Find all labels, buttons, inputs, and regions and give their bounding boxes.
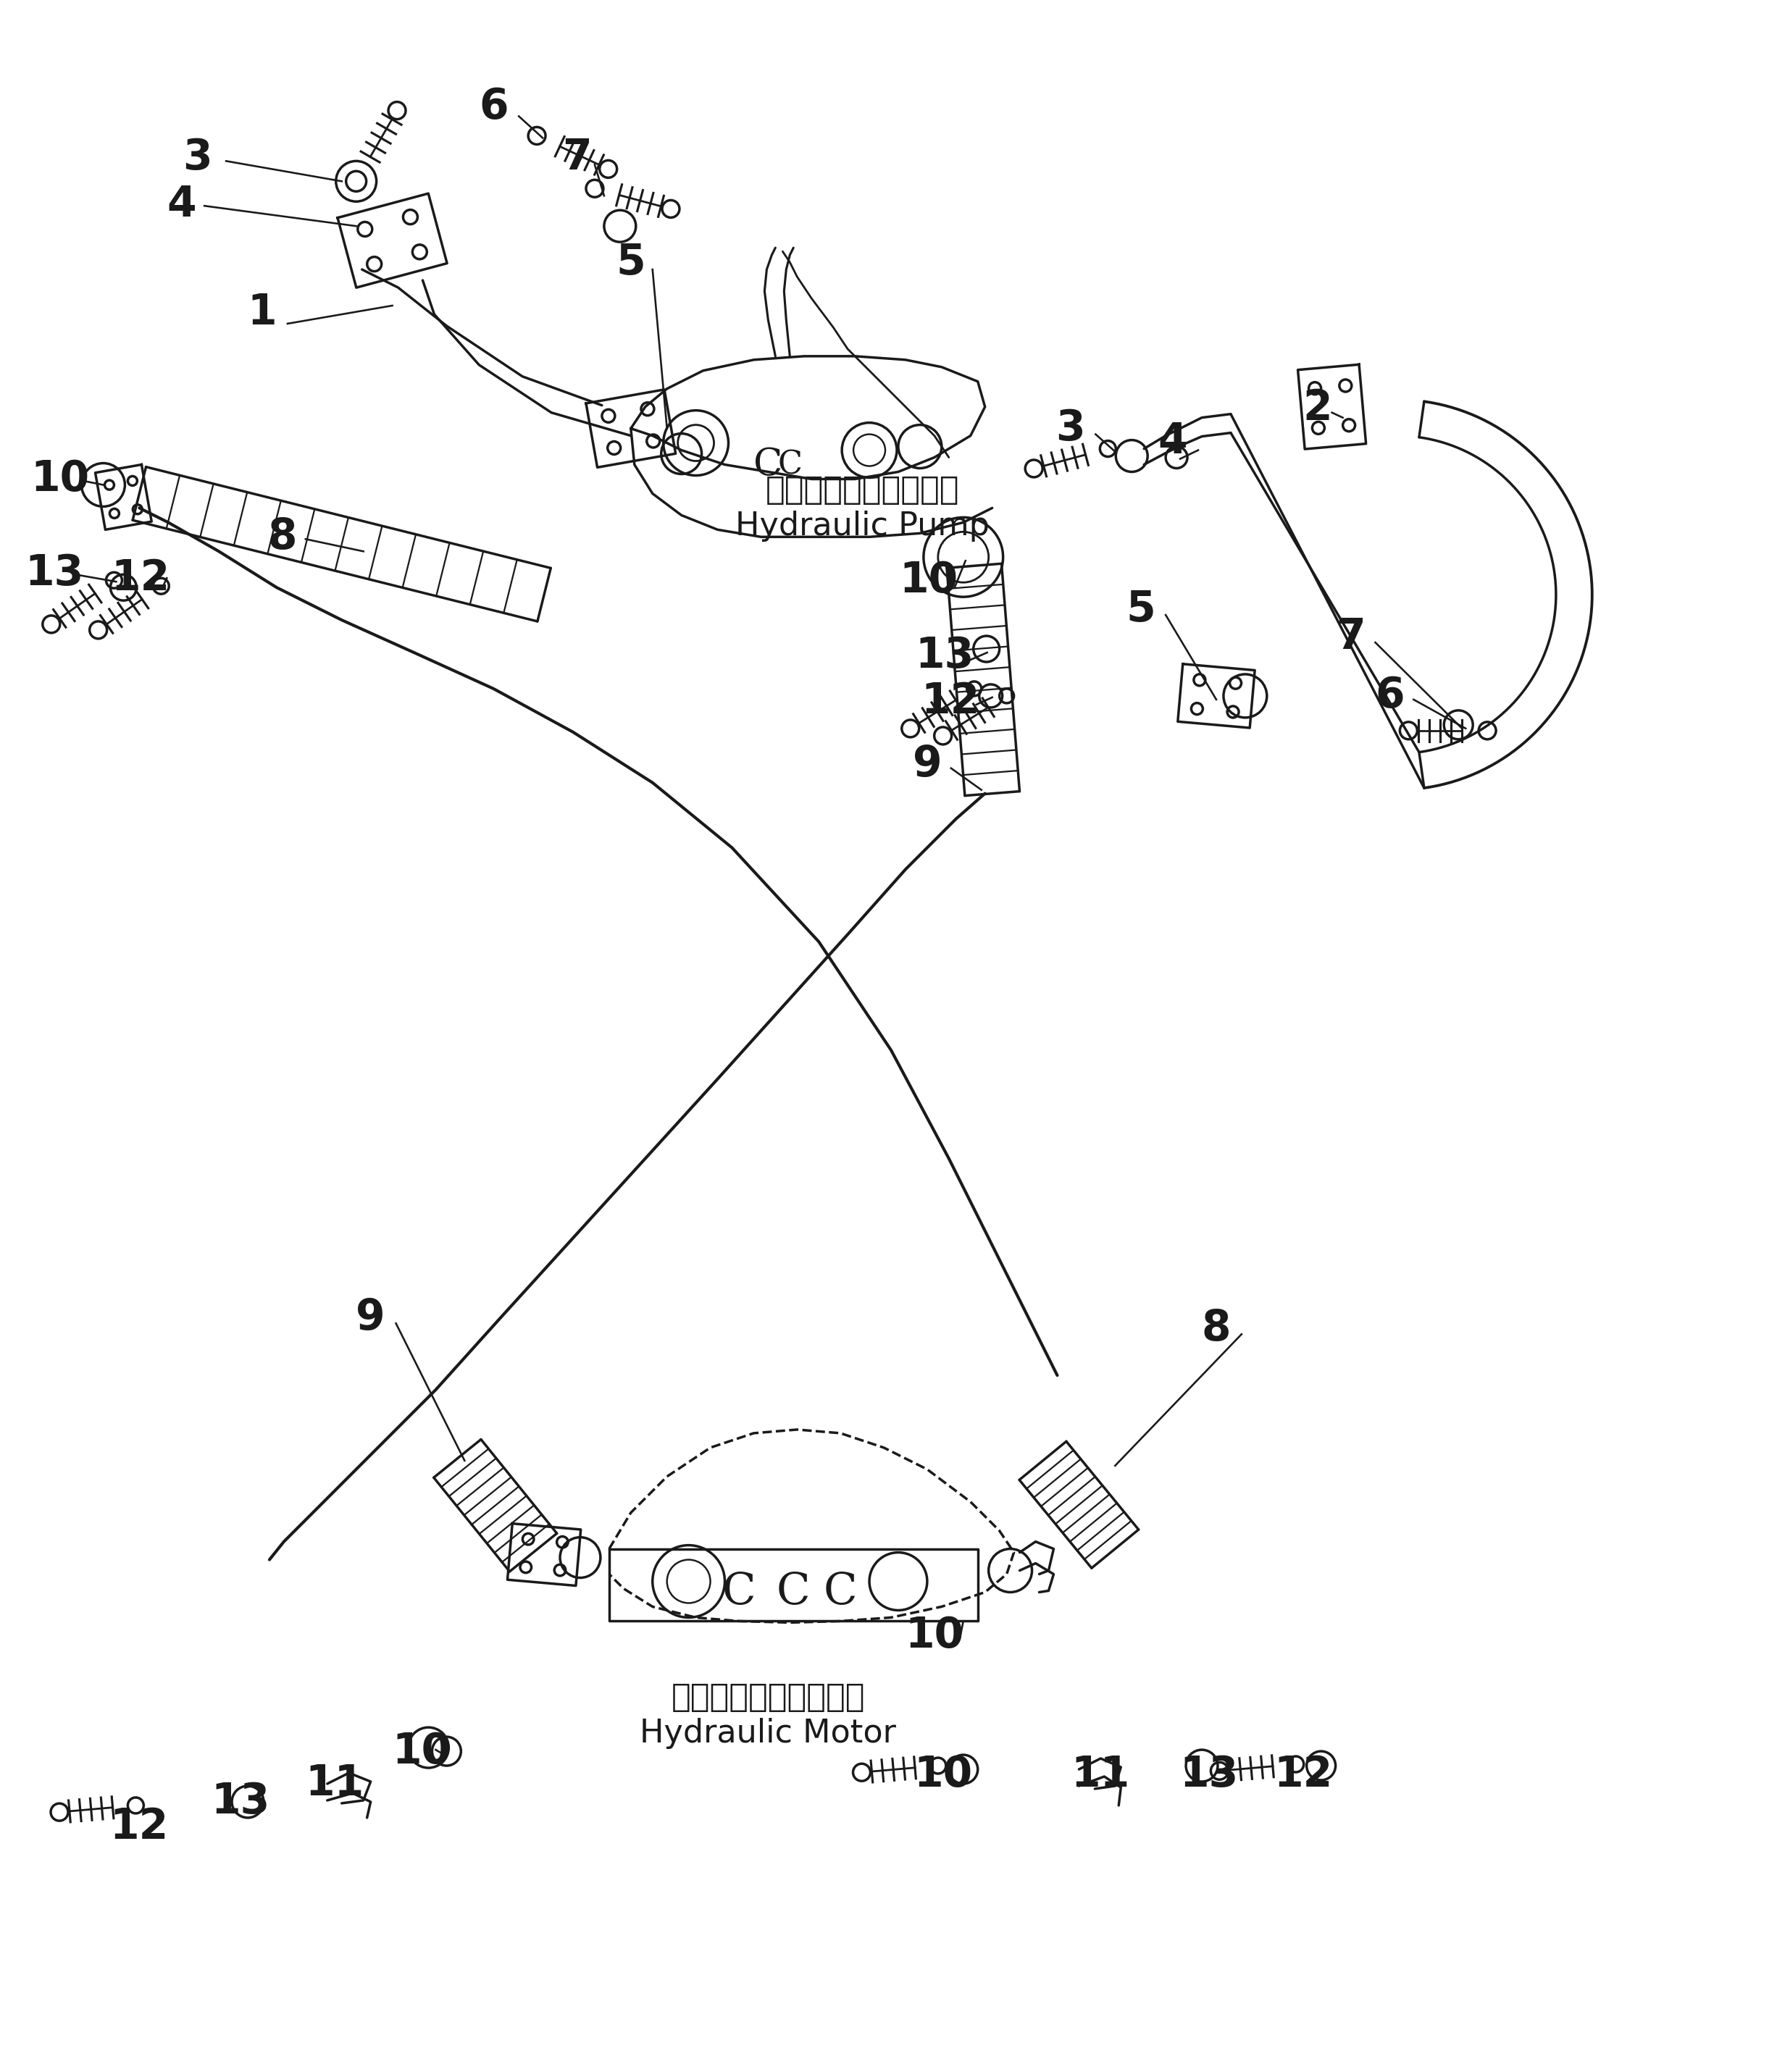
Text: 5: 5 [1127,588,1155,630]
Text: 12: 12 [112,557,171,599]
Text: 3: 3 [183,137,211,178]
Text: ハイドロリックポンプ
Hydraulic Pump: ハイドロリックポンプ Hydraulic Pump [736,474,990,541]
Text: 12: 12 [1274,1753,1333,1794]
Text: C: C [778,450,801,481]
Text: 11: 11 [1072,1753,1130,1794]
Text: 13: 13 [211,1782,270,1823]
Text: C: C [721,1571,757,1614]
Text: ハイドロリックモータ
Hydraulic Motor: ハイドロリックモータ Hydraulic Motor [640,1682,896,1749]
Text: C: C [823,1571,857,1614]
Text: 10: 10 [904,1614,963,1656]
Text: 13: 13 [1180,1753,1239,1794]
Text: 9: 9 [355,1297,386,1339]
Text: 1: 1 [247,292,277,334]
Text: 10: 10 [899,559,958,601]
Text: 3: 3 [1056,408,1086,450]
Text: C: C [753,445,784,483]
Text: 12: 12 [110,1807,169,1848]
Text: 13: 13 [25,553,84,595]
Text: 10: 10 [30,458,89,499]
Text: 7: 7 [562,137,592,178]
Text: 6: 6 [478,87,508,128]
Text: 12: 12 [920,682,979,723]
Text: 8: 8 [268,516,297,557]
Text: 7: 7 [1336,615,1365,657]
Text: 8: 8 [1201,1307,1231,1349]
Text: 6: 6 [1375,675,1404,717]
Text: 5: 5 [617,242,645,284]
Text: C: C [777,1571,810,1614]
Text: 2: 2 [1303,387,1333,429]
Text: 4: 4 [1159,421,1187,462]
Text: 11: 11 [306,1763,364,1805]
Text: 10: 10 [393,1730,451,1772]
Text: 10: 10 [913,1753,972,1794]
Text: 13: 13 [915,634,974,675]
Text: 4: 4 [167,184,195,226]
Text: 9: 9 [912,744,942,785]
